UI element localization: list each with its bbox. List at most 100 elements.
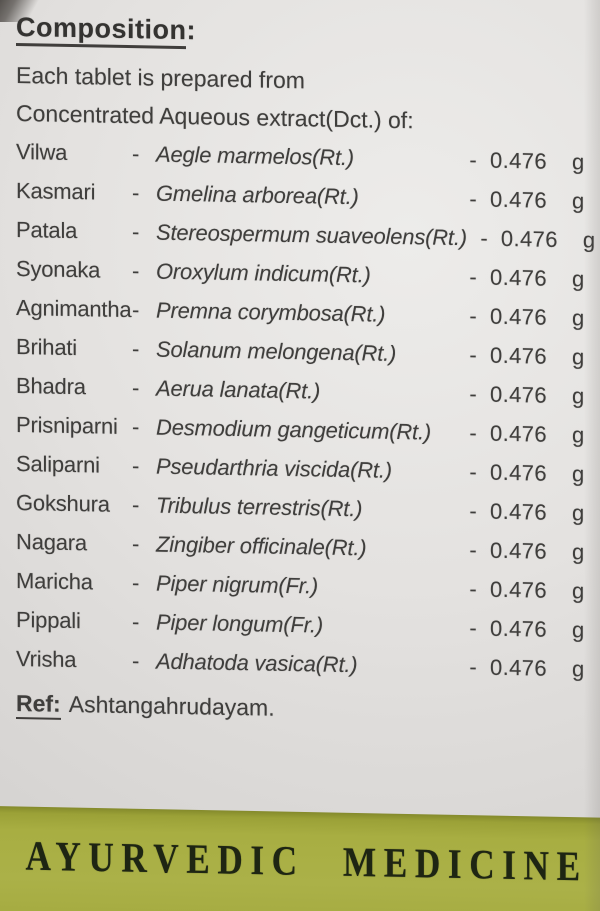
ingredient-name: Kasmari [16, 178, 96, 205]
quantity-value: 0.476 [490, 537, 548, 564]
separator-dash: - [132, 258, 140, 284]
botanical-name: Piper nigrum(Fr.) [156, 570, 319, 599]
quantity-dash: - [469, 303, 477, 329]
quantity-value: 0.476 [490, 498, 548, 525]
ingredient-row: Patala - Stereospermum suaveolens(Rt.) -… [16, 217, 595, 253]
quantity-dash: - [469, 342, 477, 368]
photo-corner-shadow [0, 0, 62, 22]
quantity-value: 0.476 [490, 186, 548, 213]
quantity-unit: g [571, 617, 584, 643]
ingredient-row: Brihati - Solanum melongena(Rt.) - 0.476… [16, 334, 584, 370]
quantity-unit: g [571, 500, 584, 526]
botanical-name: Zingiber officinale(Rt.) [156, 531, 367, 561]
separator-dash: - [132, 648, 140, 674]
ingredient-row: Maricha - Piper nigrum(Fr.) - 0.476 g [16, 568, 584, 604]
ingredient-name: Brihati [16, 334, 77, 361]
intro-line-2: Concentrated Aqueous extract(Dct.) of: [16, 100, 414, 134]
ingredient-row: Gokshura - Tribulus terrestris(Rt.) - 0.… [16, 490, 584, 526]
composition-section: Composition: Each tablet is prepared fro… [16, 12, 595, 727]
ingredient-name: Vilwa [16, 139, 68, 165]
intro-line-1: Each tablet is prepared from [16, 62, 305, 94]
botanical-name: Pseudarthria viscida(Rt.) [156, 453, 392, 483]
separator-dash: - [132, 297, 140, 323]
quantity-value: 0.476 [490, 303, 548, 330]
botanical-name: Tribulus terrestris(Rt.) [156, 492, 363, 522]
ingredient-name: Gokshura [16, 490, 110, 517]
composition-title: Composition: [16, 12, 584, 53]
botanical-name: Stereospermum suaveolens(Rt.) [156, 219, 467, 251]
botanical-name: Gmelina arborea(Rt.) [156, 180, 359, 210]
quantity-value: 0.476 [500, 225, 558, 252]
ingredient-row: Bhadra - Aerua lanata(Rt.) - 0.476 g [16, 373, 584, 409]
separator-dash: - [132, 336, 140, 362]
ingredient-name: Vrisha [16, 646, 77, 673]
ingredient-name: Nagara [16, 529, 87, 556]
botanical-name: Oroxylum indicum(Rt.) [156, 258, 371, 288]
ingredient-name: Syonaka [16, 256, 101, 283]
ayurvedic-medicine-band: AYURVEDIC MEDICINE [0, 806, 600, 911]
botanical-name: Desmodium gangeticum(Rt.) [156, 414, 431, 445]
reference-line: Ref: Ashtangahrudayam. [16, 690, 584, 727]
botanical-name: Solanum melongena(Rt.) [156, 336, 397, 366]
composition-title-colon: : [186, 15, 196, 46]
reference-text: Ashtangahrudayam. [68, 690, 275, 721]
ingredient-row: Pippali - Piper longum(Fr.) - 0.476 g [16, 607, 584, 643]
quantity-dash: - [469, 381, 477, 407]
quantity-unit: g [571, 305, 584, 331]
quantity-dash: - [480, 225, 488, 251]
ingredient-row: Vilwa - Aegle marmelos(Rt.) - 0.476 g [16, 139, 584, 175]
quantity-unit: g [571, 149, 584, 175]
quantity-value: 0.476 [490, 459, 548, 486]
quantity-dash: - [469, 459, 477, 485]
quantity-dash: - [469, 537, 477, 563]
quantity-value: 0.476 [490, 654, 548, 681]
quantity-unit: g [571, 266, 584, 292]
quantity-unit: g [571, 656, 584, 682]
reference-label: Ref: [16, 690, 61, 720]
separator-dash: - [132, 414, 140, 440]
botanical-name: Aerua lanata(Rt.) [156, 375, 321, 404]
ingredient-row: Saliparni - Pseudarthria viscida(Rt.) - … [16, 451, 584, 487]
ingredient-name: Saliparni [16, 451, 100, 478]
quantity-unit: g [571, 422, 584, 448]
quantity-value: 0.476 [490, 576, 548, 603]
separator-dash: - [132, 375, 140, 401]
quantity-dash: - [469, 147, 477, 173]
separator-dash: - [132, 531, 140, 557]
quantity-unit: g [571, 461, 584, 487]
ingredient-name: Prisniparni [16, 412, 118, 439]
quantity-dash: - [469, 615, 477, 641]
quantity-unit: g [571, 383, 584, 409]
separator-dash: - [132, 453, 140, 479]
quantity-value: 0.476 [490, 147, 548, 174]
quantity-value: 0.476 [490, 420, 548, 447]
quantity-dash: - [469, 264, 477, 290]
quantity-dash: - [469, 654, 477, 680]
separator-dash: - [132, 609, 140, 635]
quantity-value: 0.476 [490, 342, 548, 369]
separator-dash: - [132, 180, 140, 206]
botanical-name: Aegle marmelos(Rt.) [156, 141, 354, 171]
quantity-dash: - [469, 186, 477, 212]
quantity-unit: g [571, 539, 584, 565]
quantity-value: 0.476 [490, 615, 548, 642]
ingredients-list: Vilwa - Aegle marmelos(Rt.) - 0.476 g Ka… [16, 139, 595, 682]
quantity-dash: - [469, 420, 477, 446]
separator-dash: - [132, 219, 140, 245]
quantity-unit: g [571, 578, 584, 604]
ingredient-name: Patala [16, 217, 78, 244]
quantity-value: 0.476 [490, 264, 548, 291]
botanical-name: Piper longum(Fr.) [156, 609, 323, 638]
ingredient-row: Agnimantha - Premna corymbosa(Rt.) - 0.4… [16, 295, 584, 331]
ingredient-row: Kasmari - Gmelina arborea(Rt.) - 0.476 g [16, 178, 584, 213]
ingredient-row: Vrisha - Adhatoda vasica(Rt.) - 0.476 g [16, 646, 584, 682]
ingredient-name: Bhadra [16, 373, 86, 400]
separator-dash: - [132, 141, 140, 167]
separator-dash: - [132, 570, 140, 596]
ayurvedic-medicine-text: AYURVEDIC MEDICINE [25, 833, 589, 891]
quantity-dash: - [469, 498, 477, 524]
quantity-unit: g [571, 344, 584, 370]
separator-dash: - [132, 492, 140, 518]
ingredient-name: Pippali [16, 607, 81, 634]
